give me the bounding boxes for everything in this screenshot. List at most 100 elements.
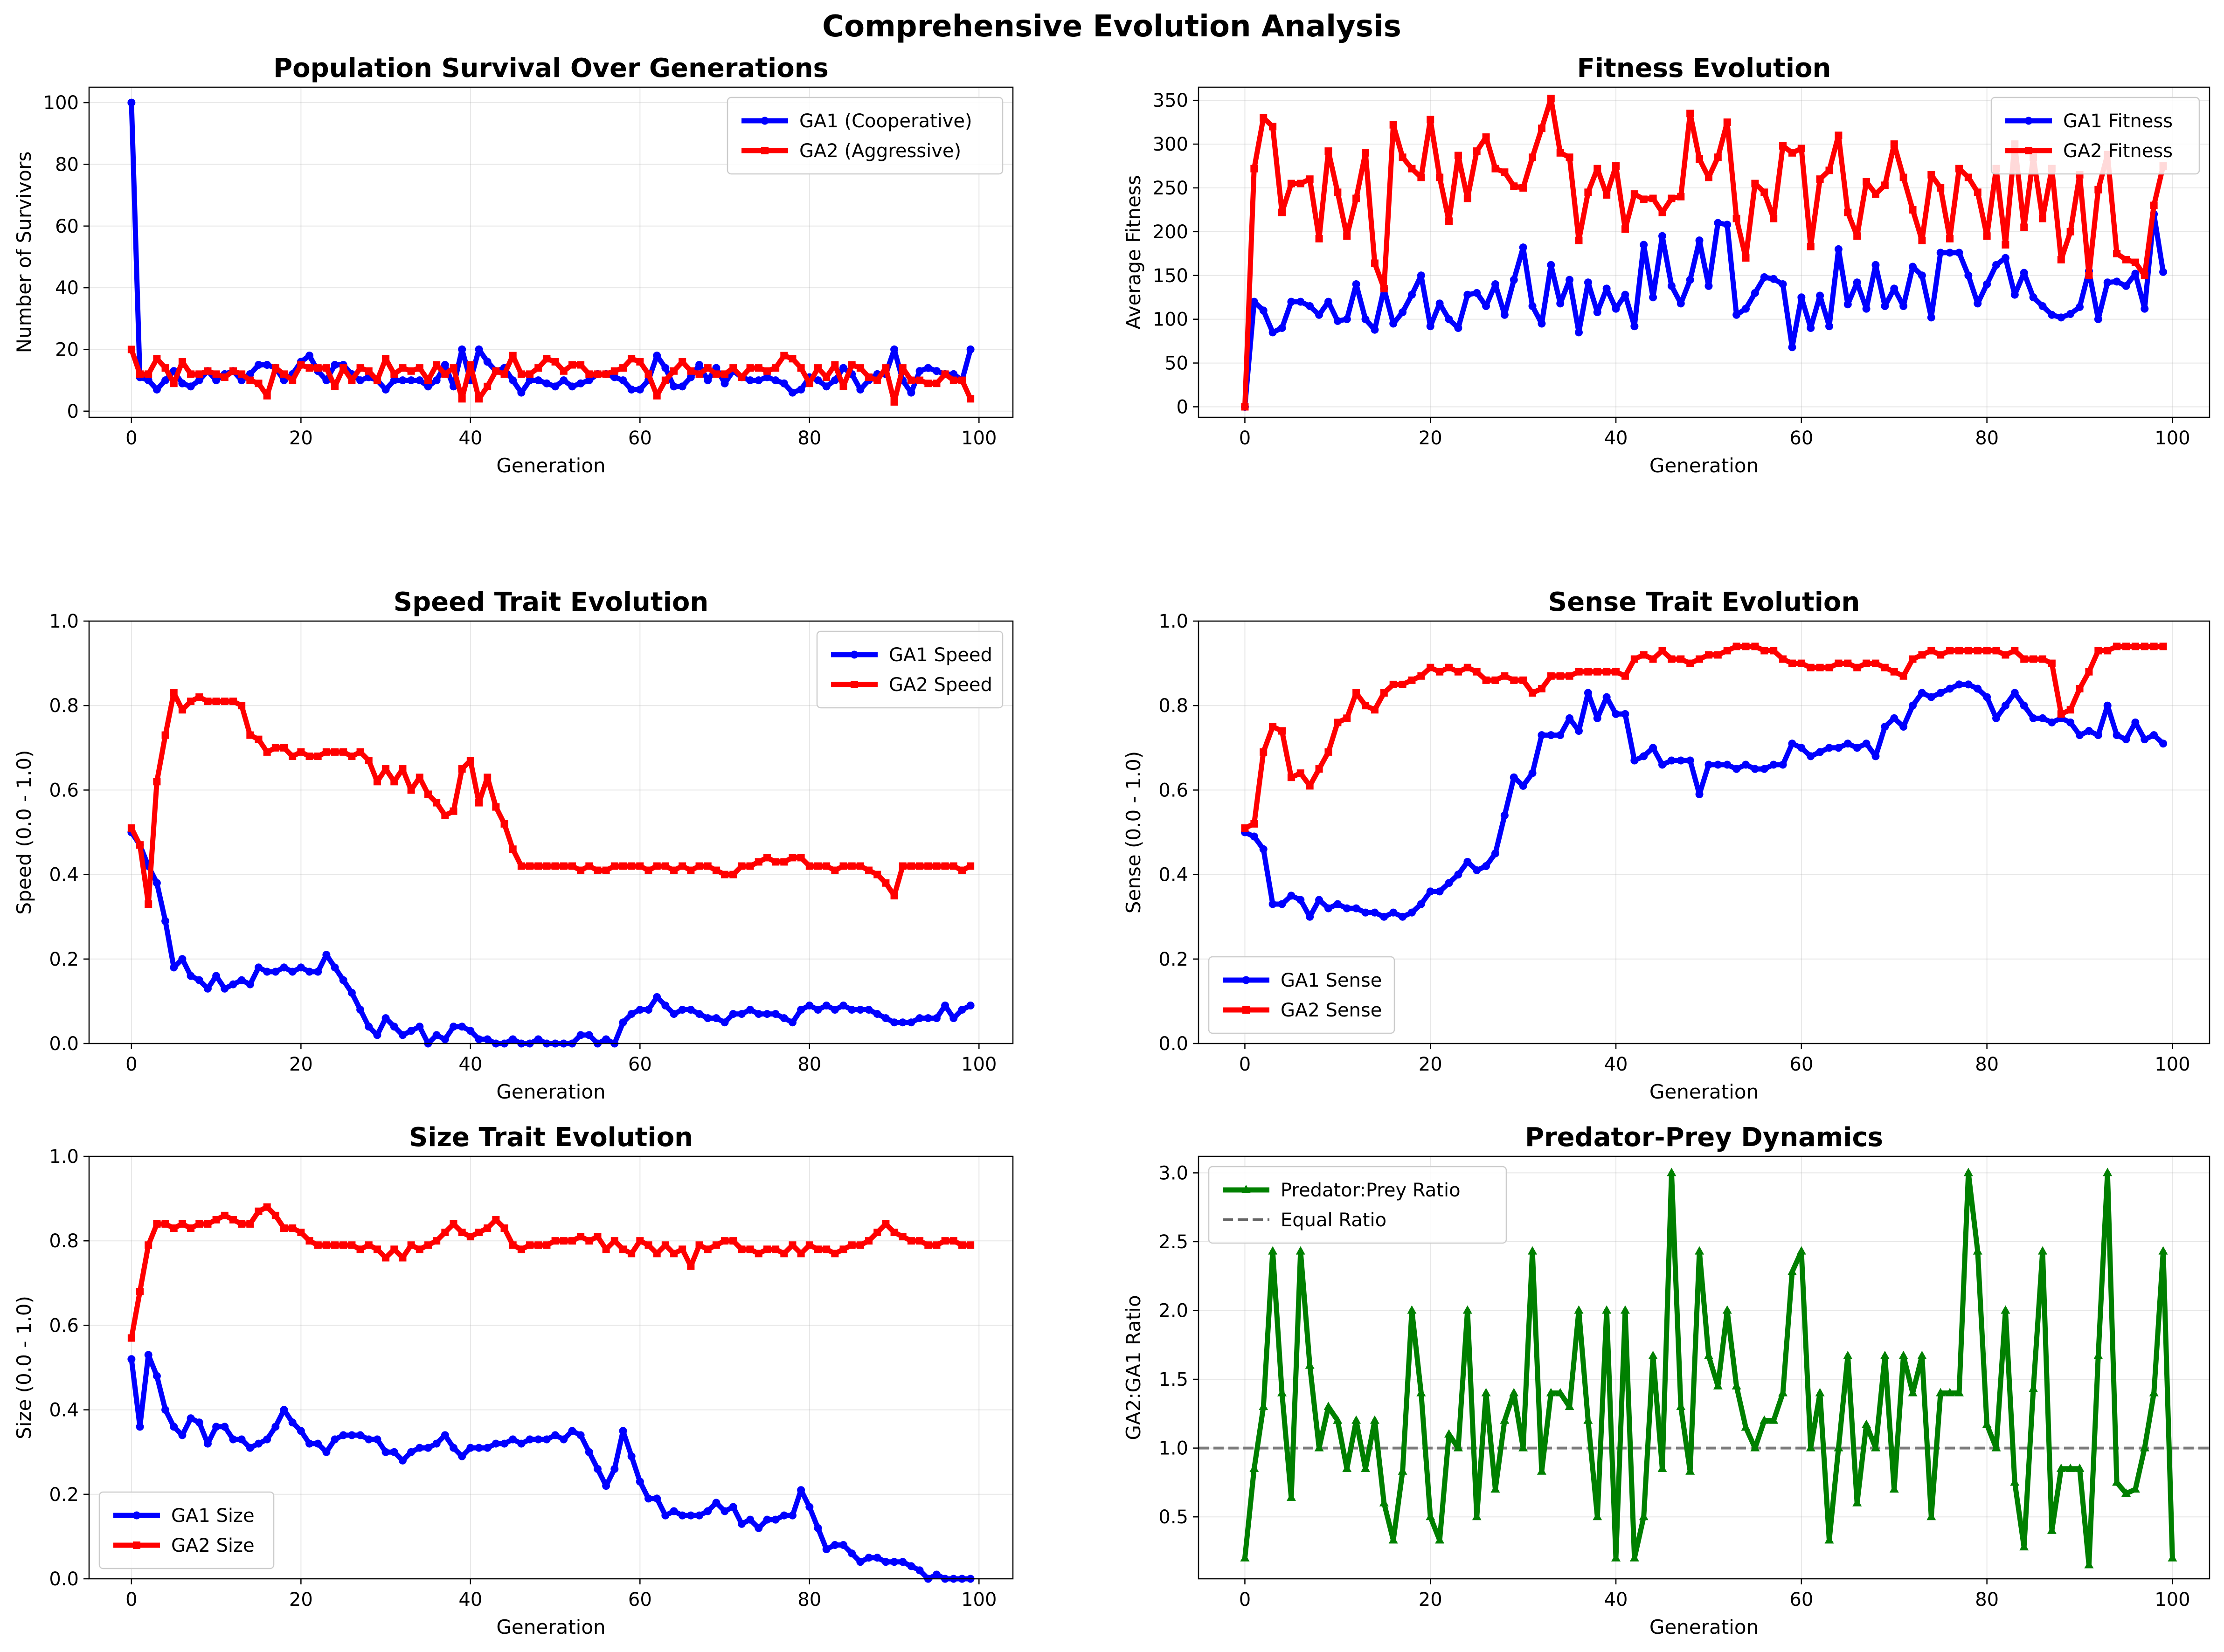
data-point: [484, 1224, 492, 1232]
data-point: [551, 1237, 559, 1245]
data-point: [1677, 299, 1685, 308]
data-point: [2103, 701, 2112, 710]
data-point: [2121, 1488, 2131, 1497]
data-point: [704, 364, 712, 372]
data-point: [839, 364, 848, 372]
data-point: [1602, 1305, 1612, 1314]
data-point: [890, 345, 899, 353]
data-point: [865, 373, 873, 381]
data-point: [246, 980, 254, 988]
y-tick-label: 0.2: [49, 1484, 79, 1506]
data-point: [1835, 131, 1843, 139]
subplot-title: Predator-Prey Dynamics: [1525, 1122, 1883, 1153]
data-point: [2001, 701, 2009, 710]
data-point: [237, 976, 246, 984]
data-point: [152, 1372, 161, 1380]
data-point: [331, 382, 339, 390]
data-point: [915, 1566, 924, 1575]
data-point: [839, 1541, 848, 1549]
x-tick-label: 0: [125, 1589, 137, 1611]
data-point: [1964, 271, 1973, 280]
data-point: [695, 370, 703, 378]
data-point: [416, 1245, 423, 1253]
x-tick-label: 60: [1789, 428, 1813, 449]
y-tick-label: 0.4: [49, 1400, 79, 1421]
data-point: [890, 398, 898, 406]
data-point: [161, 1406, 170, 1414]
data-point: [237, 1435, 246, 1444]
data-point: [1519, 184, 1527, 192]
data-point: [958, 376, 966, 384]
subplot-title: Sense Trait Evolution: [1548, 587, 1860, 617]
data-point: [1342, 1463, 1352, 1472]
data-point: [500, 820, 508, 828]
data-point: [1462, 1305, 1472, 1314]
data-point: [2113, 249, 2121, 257]
data-point: [2131, 270, 2140, 278]
data-point: [305, 1237, 313, 1245]
data-point: [619, 364, 627, 372]
data-point: [1974, 684, 1982, 693]
data-point: [2037, 1246, 2047, 1255]
data-point: [1500, 1415, 1510, 1424]
data-point: [704, 1507, 712, 1515]
legend-label: GA2 Speed: [889, 674, 992, 696]
data-point: [1528, 1246, 1538, 1255]
data-point: [1593, 1512, 1602, 1521]
data-point: [628, 355, 636, 363]
data-point: [1936, 249, 1945, 257]
data-point: [170, 1423, 178, 1431]
x-axis-label: Generation: [1649, 1080, 1759, 1103]
data-point: [856, 1558, 865, 1566]
data-point: [560, 1435, 568, 1444]
data-point: [1797, 145, 1805, 152]
data-point: [1528, 769, 1537, 777]
data-point: [619, 1018, 627, 1027]
y-tick-label: 0.6: [49, 1315, 79, 1336]
data-point: [1259, 845, 1268, 853]
data-point: [594, 1233, 602, 1241]
data-point: [1862, 304, 1871, 313]
data-point: [484, 382, 492, 390]
data-point: [416, 1023, 424, 1031]
series-line: [1242, 96, 2166, 407]
data-point: [373, 1245, 381, 1253]
data-point: [1946, 235, 1954, 242]
data-point: [280, 744, 288, 752]
data-point: [331, 963, 339, 972]
data-point: [1454, 871, 1462, 879]
data-point: [534, 376, 542, 385]
data-point: [949, 1237, 957, 1245]
data-point: [577, 1233, 585, 1241]
series-ga2-fitness: [1241, 95, 2167, 411]
data-point: [636, 1006, 644, 1014]
data-point: [289, 752, 297, 760]
data-point: [1714, 153, 1722, 161]
data-point: [2113, 277, 2121, 286]
legend-box: [1208, 956, 1395, 1034]
data-point: [1983, 693, 1991, 701]
y-tick-label: 2.5: [1158, 1231, 1188, 1253]
data-point: [1472, 1512, 1482, 1521]
data-point: [746, 1515, 755, 1524]
axes-frame: [1198, 620, 2210, 1044]
data-point: [1909, 263, 1917, 271]
data-point: [686, 1006, 695, 1014]
data-point: [2020, 223, 2028, 231]
data-point: [729, 1010, 737, 1018]
data-point: [212, 1216, 220, 1223]
x-tick-label: 20: [1419, 1589, 1442, 1611]
data-point: [450, 364, 457, 372]
data-point: [2011, 647, 2019, 655]
data-point: [356, 364, 364, 372]
data-point: [619, 1245, 627, 1253]
x-axis-label: Generation: [496, 1616, 605, 1638]
data-point: [152, 385, 161, 394]
data-point: [653, 352, 661, 360]
data-point: [161, 731, 169, 739]
series-line: [129, 1204, 971, 1339]
y-tick-label: 3.0: [1158, 1162, 1188, 1184]
data-point: [1964, 680, 1973, 689]
data-point: [865, 1554, 873, 1562]
series-ga1-sense: [1240, 680, 2168, 921]
